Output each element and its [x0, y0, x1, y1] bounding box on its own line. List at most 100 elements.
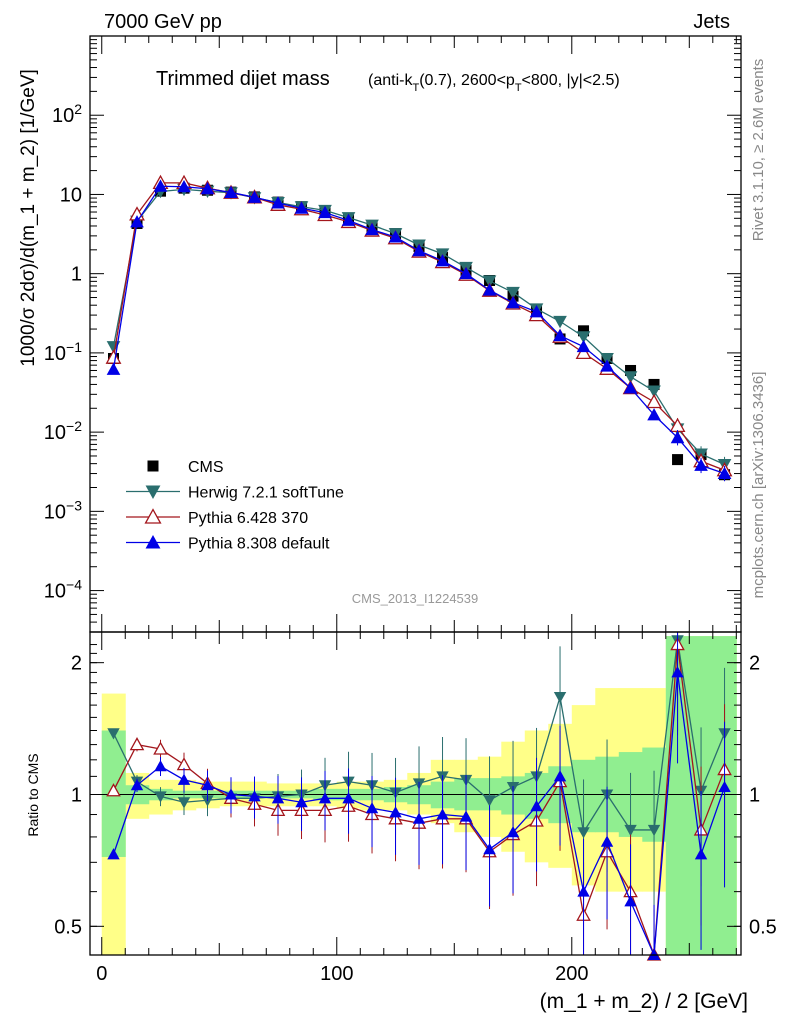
- ratio-point: [718, 780, 731, 793]
- ratio-point: [483, 795, 496, 807]
- main-point: [625, 364, 637, 376]
- main-point: [694, 458, 708, 471]
- main-y-tick-label: 10−1: [44, 339, 82, 365]
- ratio-point: [201, 779, 214, 791]
- main-frame: [89, 35, 742, 633]
- legend-label: CMS: [188, 459, 224, 476]
- ratio-panel: 0.5 0.5 1 1 2 2 0 100 200: [54, 36, 777, 985]
- x-tick-label: 200: [555, 963, 588, 985]
- main-point: [670, 430, 685, 444]
- ratio-point: [129, 737, 145, 751]
- ratio-point: [459, 810, 473, 822]
- ratio-point: [106, 783, 121, 797]
- main-point: [717, 466, 732, 480]
- legend-entry-2: Pythia 6.428 370: [126, 508, 308, 527]
- main-y-tick-label: 10−3: [44, 497, 82, 523]
- main-point: [648, 378, 660, 390]
- legend-marker: [147, 460, 159, 472]
- mcplots-label: mcplots.cern.ch [arXiv:1306.3436]: [750, 372, 767, 599]
- main-point: [294, 201, 309, 214]
- main-point: [459, 266, 473, 280]
- main-point: [224, 185, 238, 198]
- main-point: [412, 243, 426, 257]
- main-point: [318, 205, 332, 219]
- main-series-3: [106, 179, 732, 482]
- ratio-y-tick-label: 2: [71, 653, 82, 675]
- x-axis-label: (m_1 + m_2) / 2 [GeV]: [540, 990, 748, 1013]
- main-panel: 10−4 10−3 10−2 10−1 1 10 102: [44, 35, 742, 633]
- main-point: [200, 181, 215, 195]
- main-y-tick-label: 10−4: [44, 577, 82, 603]
- ratio-y-tick-label: 1: [71, 784, 82, 806]
- ratio-series-2: [107, 632, 731, 960]
- main-point: [646, 393, 662, 409]
- main-point: [576, 339, 591, 353]
- legend-entry-0: CMS: [147, 459, 224, 476]
- ratio-point: [248, 790, 261, 802]
- plot-title-detail: (anti-kT(0.7), 2600<pT<800, |y|<2.5): [368, 72, 620, 94]
- ratio-point: [177, 797, 191, 809]
- plot-title: Trimmed dijet mass: [156, 68, 330, 90]
- ratio-point: [577, 827, 590, 839]
- legend-label: Pythia 6.428 370: [188, 510, 308, 527]
- ratio-point: [577, 885, 590, 897]
- legend-marker: [145, 535, 161, 549]
- category-label: Jets: [693, 11, 730, 33]
- ratio-point: [107, 728, 120, 740]
- ratio-point: [483, 843, 496, 855]
- ratio-point: [506, 826, 520, 838]
- main-y-tick-label: 10−2: [44, 418, 82, 444]
- main-point: [506, 286, 520, 300]
- main-point: [482, 275, 497, 288]
- main-series-line: [112, 185, 725, 475]
- main-point: [600, 352, 614, 366]
- ratio-point: [553, 770, 567, 782]
- analysis-watermark: CMS_2013_I1224539: [352, 591, 479, 606]
- main-y-tick-label: 1: [71, 264, 82, 286]
- main-point: [623, 381, 638, 394]
- legend: CMS Herwig 7.2.1 softTune Pythia 6.428 370…: [126, 459, 344, 553]
- main-point: [271, 196, 285, 209]
- main-point: [177, 179, 191, 193]
- ratio-y-tick-label: 0.5: [54, 916, 82, 938]
- rivet-version-label: Rivet 3.1.10, ≥ 2.6M events: [750, 59, 767, 242]
- ratio-point: [412, 812, 426, 824]
- main-point: [623, 371, 638, 384]
- ratio-point: [107, 848, 120, 860]
- main-y-tick-label: 102: [52, 101, 82, 127]
- ratio-point: [154, 760, 167, 772]
- main-y-axis-label: 1000/σ 2dσ)/d(m_1 + m_2) [1/GeV]: [18, 69, 39, 367]
- main-point: [672, 454, 684, 466]
- ratio-y-tick-label: 2: [749, 653, 760, 675]
- ratio-point: [271, 792, 285, 804]
- ratio-point: [318, 792, 332, 804]
- main-point: [600, 359, 614, 372]
- main-point: [553, 315, 567, 329]
- main-point: [578, 325, 590, 337]
- main-point: [388, 230, 403, 243]
- ratio-point: [153, 741, 168, 755]
- ratio-point: [389, 806, 402, 818]
- ratio-y-axis-label: Ratio to CMS: [25, 753, 41, 836]
- ratio-y-tick-label: 0.5: [749, 916, 777, 938]
- ratio-point: [694, 848, 708, 860]
- ratio-point: [600, 835, 614, 847]
- main-point: [506, 295, 520, 309]
- legend-entry-1: Herwig 7.2.1 softTune: [126, 485, 344, 502]
- main-point: [553, 328, 567, 342]
- x-tick-label: 0: [96, 963, 107, 985]
- main-series-1: [106, 183, 732, 473]
- main-point: [153, 179, 168, 192]
- main-point: [482, 283, 497, 296]
- ratio-point: [342, 792, 355, 804]
- ratio-point: [436, 808, 449, 820]
- main-series-0: [108, 182, 731, 481]
- main-point: [247, 190, 262, 203]
- main-point: [575, 344, 592, 360]
- main-point: [435, 254, 450, 267]
- legend-label: Herwig 7.2.1 softTune: [188, 485, 344, 502]
- ratio-point: [624, 895, 637, 907]
- ratio-point: [553, 691, 567, 704]
- main-point: [647, 385, 661, 398]
